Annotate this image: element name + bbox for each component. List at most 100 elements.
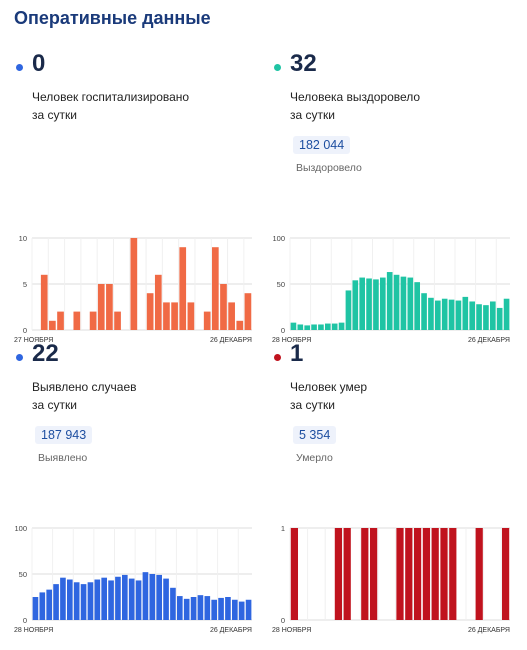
bar — [154, 274, 162, 330]
y-tick-label: 10 — [19, 234, 27, 243]
x-label-end: 26 ДЕКАБРЯ — [210, 337, 252, 344]
bar — [475, 528, 483, 620]
bar — [73, 582, 80, 620]
bar — [359, 277, 366, 330]
bar — [462, 296, 469, 330]
bar — [231, 599, 238, 620]
bar — [440, 528, 448, 620]
daily-label-line2: за сутки — [32, 398, 77, 412]
bar — [211, 599, 218, 620]
daily-label-line2: за сутки — [290, 108, 335, 122]
bar — [89, 311, 97, 330]
page-title: Оперативные данные — [14, 8, 211, 28]
bar — [304, 325, 311, 330]
bar — [53, 584, 59, 620]
bar — [190, 597, 197, 620]
bar — [318, 324, 324, 330]
bar — [94, 579, 101, 620]
y-tick-label: 0 — [281, 326, 285, 335]
bar — [80, 584, 87, 620]
bar — [414, 282, 421, 330]
bar — [57, 311, 64, 330]
daily-label: Человека выздоровело за сутки — [290, 88, 510, 124]
bar — [503, 298, 510, 330]
bar — [496, 307, 503, 330]
y-tick-label: 100 — [272, 234, 285, 243]
total-label: Выздоровело — [296, 162, 362, 174]
bar — [220, 284, 227, 330]
bar — [421, 293, 427, 330]
bar — [245, 599, 252, 620]
bar — [373, 279, 379, 330]
daily-label-line1: Человек умер — [290, 380, 368, 394]
bar — [146, 293, 154, 330]
chart-detected: 0 50 100 28 НОЯБРЯ 26 ДЕКАБРЯ — [14, 524, 252, 634]
bar — [149, 574, 156, 620]
bar — [366, 278, 372, 330]
bar — [183, 598, 190, 620]
bar — [218, 597, 224, 620]
bar — [400, 276, 407, 330]
chart-recovered: 0 50 100 28 НОЯБРЯ 26 ДЕКАБРЯ — [272, 234, 510, 344]
series-dot — [274, 354, 281, 361]
y-tick-label: 0 — [23, 616, 27, 625]
bar — [434, 300, 441, 330]
bar — [49, 320, 56, 330]
bar — [236, 320, 244, 330]
y-tick-label: 1 — [281, 524, 285, 533]
chart-deaths: 0 1 28 НОЯБРЯ 26 ДЕКАБРЯ — [272, 524, 510, 634]
bar — [345, 290, 352, 330]
bar — [469, 301, 476, 330]
y-tick-label: 0 — [281, 616, 285, 625]
bar — [225, 597, 231, 620]
series-dot — [16, 354, 23, 361]
daily-label: Выявлено случаев за сутки — [32, 378, 252, 414]
daily-label-line2: за сутки — [290, 398, 335, 412]
bar — [197, 595, 204, 620]
bar — [97, 284, 105, 330]
bar — [501, 528, 510, 620]
bar — [448, 299, 455, 330]
bar — [115, 576, 121, 620]
bar — [170, 587, 176, 620]
bar — [66, 579, 73, 620]
bar — [428, 297, 434, 330]
bar — [87, 582, 94, 620]
bar — [46, 589, 53, 620]
daily-label-line2: за сутки — [32, 108, 77, 122]
bar — [476, 304, 482, 330]
bar — [369, 528, 378, 620]
total-value: 5 354 — [293, 426, 337, 444]
bar — [163, 578, 169, 620]
bar — [489, 301, 496, 330]
daily-label: Человек умер за сутки — [290, 378, 510, 414]
series-dot — [274, 64, 281, 71]
bar — [130, 238, 138, 330]
bar — [187, 302, 195, 330]
bar — [244, 293, 252, 330]
page: Оперативные данные 0 Человек госпитализи… — [14, 8, 510, 634]
daily-number: 0 — [32, 50, 46, 77]
bar — [455, 300, 462, 330]
bar — [203, 311, 211, 330]
bar — [171, 302, 178, 330]
bar — [290, 322, 297, 330]
bar — [343, 528, 351, 620]
bar — [211, 247, 219, 330]
bar — [142, 572, 149, 620]
bar — [441, 298, 448, 330]
chart-hospitalized: 0 5 10 27 НОЯБРЯ 26 ДЕКАБРЯ — [14, 234, 252, 344]
bar — [449, 528, 457, 620]
bar — [73, 311, 81, 330]
bar — [361, 528, 369, 620]
x-label-end: 26 ДЕКАБРЯ — [210, 627, 252, 634]
bar — [407, 277, 414, 330]
x-label-start: 28 НОЯБРЯ — [272, 337, 311, 344]
panel-detected: 22 Выявлено случаев за сутки 187 943 Выя… — [14, 340, 264, 640]
bar — [334, 528, 343, 620]
bar — [393, 274, 400, 330]
bar — [331, 323, 338, 330]
daily-label: Человек госпитализировано за сутки — [32, 88, 252, 124]
bar — [352, 280, 359, 330]
